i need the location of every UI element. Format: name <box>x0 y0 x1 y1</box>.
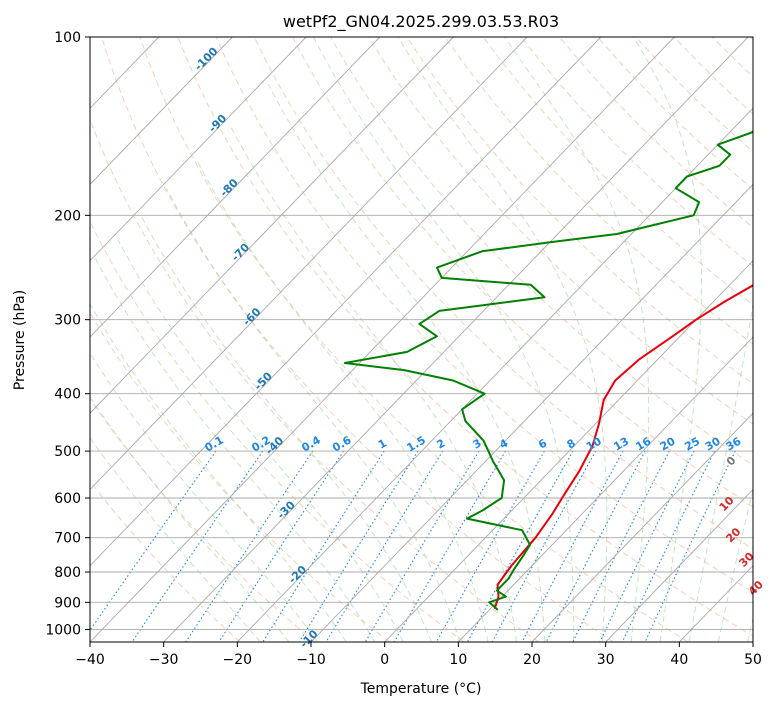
mixing-ratio-line <box>545 450 646 642</box>
y-tick-label: 100 <box>54 30 81 46</box>
moist-adiabat <box>633 37 702 642</box>
mixing-ratio-line <box>435 450 545 642</box>
y-axis-label: Pressure (hPa) <box>12 290 28 390</box>
x-tick-label: 0 <box>380 652 389 668</box>
moist-adiabat <box>195 157 489 642</box>
mixing-ratio-line <box>298 450 419 642</box>
y-tick-label: 600 <box>54 491 81 507</box>
isotherm <box>90 37 233 186</box>
dry-adiabat <box>406 37 753 385</box>
isotherm <box>163 37 749 642</box>
moist-adiabat <box>397 37 608 642</box>
y-tick-label: 400 <box>54 387 81 403</box>
y-tick-label: 300 <box>54 313 81 329</box>
y-tick-label: 1000 <box>45 622 81 638</box>
mixing-ratio-line <box>521 450 624 642</box>
x-tick-label: 50 <box>744 652 762 668</box>
dry-adiabat <box>90 220 465 642</box>
dewpoint-profile <box>343 130 753 611</box>
dry-adiabat <box>90 480 241 642</box>
dry-adiabat <box>90 118 540 642</box>
mixing-ratio-line <box>325 450 444 642</box>
moist-adiabat <box>688 301 753 642</box>
x-tick-label: 30 <box>597 652 615 668</box>
isotherm <box>384 260 753 642</box>
moist-adiabat <box>94 256 376 642</box>
moist-adiabat <box>117 239 404 642</box>
background-lines <box>90 37 753 642</box>
moist-adiabat <box>504 37 650 642</box>
moist-adiabat <box>267 83 546 642</box>
dry-adiabat <box>444 37 753 345</box>
isotherm <box>236 107 753 642</box>
plot-frame <box>89 36 754 643</box>
isotherm <box>90 37 675 642</box>
dry-adiabat <box>482 37 753 306</box>
y-tick-label: 700 <box>54 531 81 547</box>
dry-adiabat <box>368 37 753 425</box>
x-tick-label: −20 <box>223 652 253 668</box>
x-tick-label: −30 <box>149 652 179 668</box>
mixing-ratio-line <box>467 450 574 642</box>
y-axis: 100 200 300 400 500 600 700 800 900 1000 <box>45 30 90 638</box>
moist-adiabat <box>165 187 461 642</box>
y-tick-label: 900 <box>54 595 81 611</box>
series-layer <box>343 130 753 611</box>
isotherm <box>605 488 753 642</box>
x-axis: −40 −30 −20 −10 0 10 20 30 40 50 <box>75 642 762 668</box>
mixing-ratio-line <box>90 450 217 632</box>
isotherm <box>90 37 528 491</box>
isotherm <box>310 183 753 642</box>
x-axis-label: Temperature (°C) <box>360 681 482 697</box>
mixing-ratio-line <box>185 450 314 642</box>
moist-adiabat <box>90 437 261 642</box>
moist-adiabat <box>717 487 753 642</box>
x-tick-label: −10 <box>296 652 326 668</box>
mixing-ratio-line <box>572 450 670 642</box>
moist-adiabat <box>140 215 432 642</box>
y-tick-label: 800 <box>54 565 81 581</box>
isotherm <box>90 37 454 414</box>
x-tick-label: 40 <box>670 652 688 668</box>
x-tick-label: 20 <box>523 652 541 668</box>
temperature-profile <box>493 284 753 609</box>
mixing-ratio-line <box>599 450 695 642</box>
dry-adiabat <box>215 37 753 593</box>
isotherm <box>457 336 753 642</box>
isotherm <box>531 412 753 642</box>
x-tick-label: −40 <box>75 652 105 668</box>
dry-adiabat <box>253 37 753 550</box>
moist-adiabat <box>90 352 319 642</box>
y-tick-label: 500 <box>54 444 81 460</box>
dry-adiabat <box>177 37 753 637</box>
isotherm <box>90 37 602 567</box>
isotherm <box>90 37 307 262</box>
y-tick-label: 200 <box>54 208 81 224</box>
x-tick-label: 10 <box>449 652 467 668</box>
mixing-ratio-line <box>218 450 345 642</box>
isotherm <box>90 37 381 338</box>
mixing-ratio-line <box>621 450 715 642</box>
grid-lines <box>90 37 753 642</box>
moist-adiabat <box>90 302 347 642</box>
dry-adiabat <box>330 37 753 466</box>
chart-title: wetPf2_GN04.2025.299.03.53.R03 <box>283 12 559 32</box>
